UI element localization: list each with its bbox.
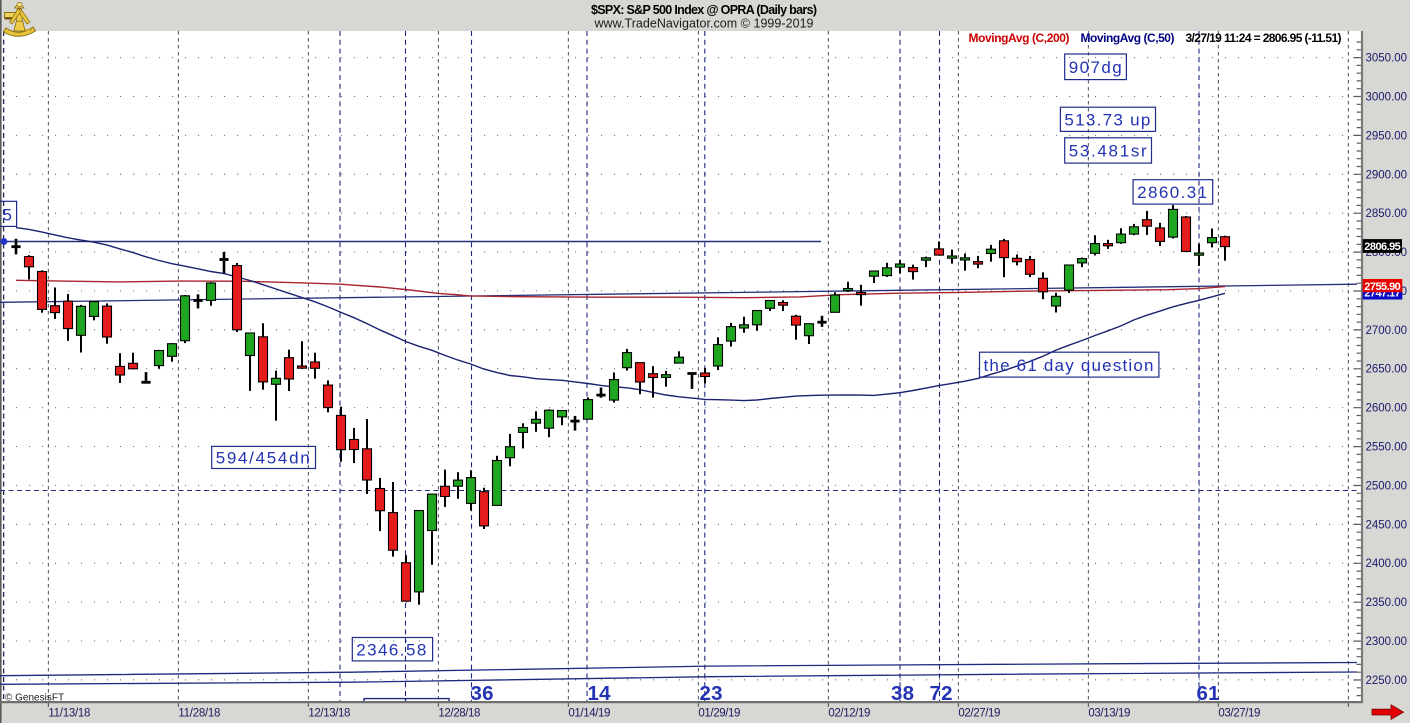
svg-text:2700.00: 2700.00: [1366, 325, 1408, 337]
svg-text:5: 5: [3, 205, 12, 224]
svg-text:the 61 day question: the 61 day question: [984, 356, 1154, 375]
svg-text:2600.00: 2600.00: [1366, 403, 1408, 415]
svg-text:594/454dn: 594/454dn: [216, 449, 310, 468]
svg-text:2300.00: 2300.00: [1366, 636, 1408, 648]
svg-text:61: 61: [1197, 682, 1220, 705]
svg-text:www.TradeNavigator.com © 1999-: www.TradeNavigator.com © 1999-2019: [594, 17, 814, 31]
svg-text:2346.58: 2346.58: [356, 640, 426, 659]
svg-text:01/14/19: 01/14/19: [568, 708, 610, 720]
svg-text:12/13/18: 12/13/18: [308, 708, 350, 720]
svg-text:2250.00: 2250.00: [1366, 675, 1408, 687]
svg-text:513.73 up: 513.73 up: [1064, 110, 1150, 129]
svg-text:907dg: 907dg: [1069, 58, 1122, 77]
svg-text:2400.00: 2400.00: [1366, 558, 1408, 570]
svg-text:02/12/19: 02/12/19: [828, 708, 870, 720]
svg-text:2650.00: 2650.00: [1366, 364, 1408, 376]
svg-text:12/28/18: 12/28/18: [438, 708, 480, 720]
svg-text:53.481sr: 53.481sr: [1069, 142, 1147, 161]
svg-text:23: 23: [700, 682, 723, 705]
svg-text:© GenesisFT: © GenesisFT: [5, 693, 64, 704]
svg-text:36: 36: [471, 682, 494, 705]
svg-text:2900.00: 2900.00: [1366, 169, 1408, 181]
svg-text:3/27/19 11:24 = 2806.95 (-11.5: 3/27/19 11:24 = 2806.95 (-11.51): [1186, 31, 1342, 45]
svg-text:2550.00: 2550.00: [1366, 442, 1408, 454]
svg-text:MovingAvg (C,50): MovingAvg (C,50): [1081, 31, 1175, 45]
svg-text:14: 14: [588, 682, 612, 705]
svg-text:2950.00: 2950.00: [1366, 130, 1408, 142]
svg-text:2755.90: 2755.90: [1364, 281, 1401, 293]
svg-text:$SPX: S&P 500 Index @ OPRA (: $SPX: S&P 500 Index @ OPRA (Daily bars): [591, 3, 817, 17]
svg-text:72: 72: [930, 682, 953, 705]
svg-text:2850.00: 2850.00: [1366, 208, 1408, 220]
svg-text:2350.00: 2350.00: [1366, 597, 1408, 609]
svg-text:2860.31: 2860.31: [1137, 183, 1207, 202]
svg-text:2806.95: 2806.95: [1364, 241, 1401, 253]
svg-text:01/29/19: 01/29/19: [698, 708, 740, 720]
svg-text:3000.00: 3000.00: [1366, 92, 1408, 104]
svg-text:11/13/18: 11/13/18: [48, 708, 90, 720]
svg-text:03/27/19: 03/27/19: [1218, 708, 1260, 720]
svg-text:02/27/19: 02/27/19: [958, 708, 1000, 720]
svg-text:38: 38: [891, 682, 914, 705]
svg-text:11/28/18: 11/28/18: [178, 708, 220, 720]
svg-text:3050.00: 3050.00: [1366, 53, 1408, 65]
svg-text:03/13/19: 03/13/19: [1088, 708, 1130, 720]
svg-text:2500.00: 2500.00: [1366, 480, 1408, 492]
svg-text:MovingAvg (C,200): MovingAvg (C,200): [969, 31, 1070, 45]
svg-text:2450.00: 2450.00: [1366, 519, 1408, 531]
